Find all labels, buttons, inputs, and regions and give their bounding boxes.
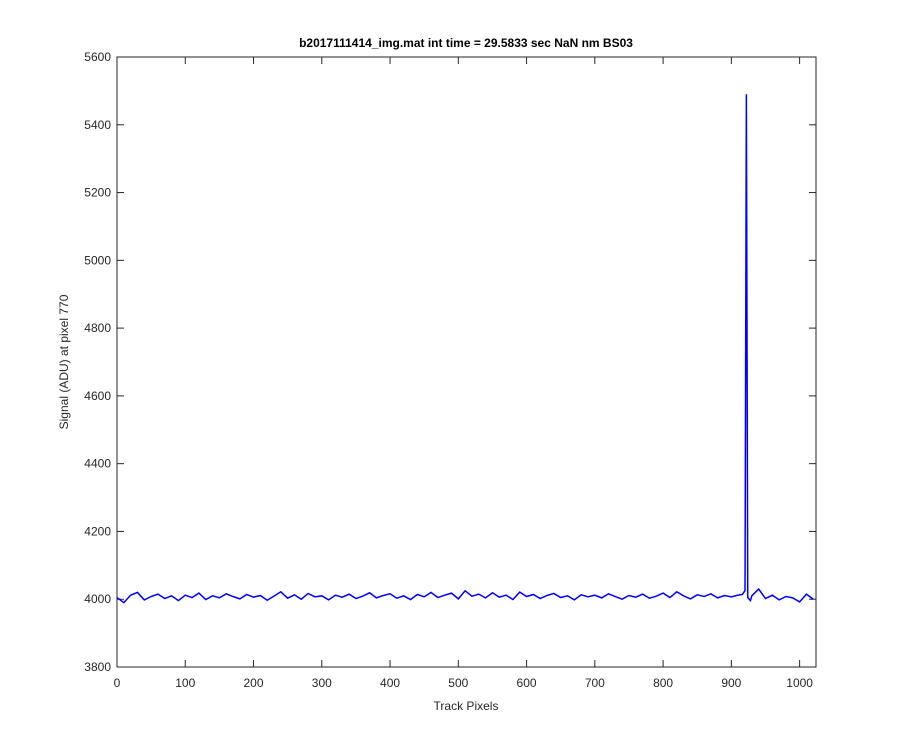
chart-title: b2017111414_img.mat int time = 29.5833 s… — [299, 36, 633, 50]
x-tick-label: 900 — [721, 676, 741, 690]
y-tick-label: 4600 — [84, 389, 111, 403]
y-tick-label: 5400 — [84, 118, 111, 132]
x-tick-label: 0 — [114, 676, 121, 690]
y-tick-label: 3800 — [84, 660, 111, 674]
y-tick-label: 4400 — [84, 457, 111, 471]
x-tick-label: 300 — [312, 676, 332, 690]
x-tick-label: 1000 — [786, 676, 813, 690]
x-tick-label: 600 — [517, 676, 537, 690]
y-axis-label: Signal (ADU) at pixel 770 — [57, 294, 71, 429]
y-tick-label: 5200 — [84, 186, 111, 200]
data-line — [116, 94, 814, 604]
y-tick-label: 5600 — [84, 50, 111, 64]
y-tick-label: 4200 — [84, 524, 111, 538]
x-tick-label: 100 — [175, 676, 195, 690]
x-axis-label: Track Pixels — [434, 699, 499, 713]
x-tick-label: 200 — [244, 676, 264, 690]
x-tick-label: 800 — [653, 676, 673, 690]
y-tick-label: 4000 — [84, 592, 111, 606]
x-tick-label: 500 — [448, 676, 468, 690]
x-tick-label: 400 — [380, 676, 400, 690]
y-tick-label: 5000 — [84, 253, 111, 267]
axes-box — [116, 56, 817, 668]
y-tick-label: 4800 — [84, 321, 111, 335]
x-tick-label: 700 — [585, 676, 605, 690]
